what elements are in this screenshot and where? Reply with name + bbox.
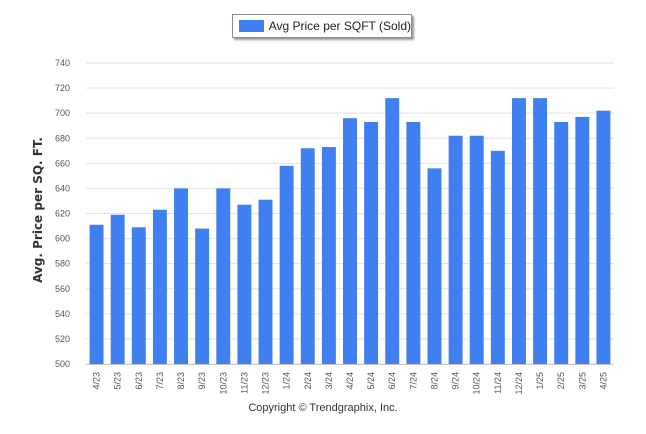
bar: [321, 147, 336, 364]
y-tick-label: 700: [55, 108, 70, 118]
y-tick-label: 560: [55, 284, 70, 294]
bar: [279, 165, 294, 364]
x-tick-label: 8/24: [429, 372, 439, 390]
x-tick-label: 9/23: [197, 372, 207, 390]
y-tick-label: 620: [55, 209, 70, 219]
y-tick-label: 660: [55, 158, 70, 168]
bar: [533, 98, 548, 364]
x-tick-label: 10/23: [218, 372, 228, 395]
copyright-credit: Copyright © Trendgraphix, Inc.: [248, 402, 398, 414]
y-tick-label: 740: [55, 58, 70, 68]
x-tick-labels: 4/23 5/23 6/23 7/23 8/23 9/23 10/23 11/23 12/23 1…: [92, 372, 609, 395]
bar: [237, 204, 252, 364]
x-tick-label: 7/23: [155, 372, 165, 390]
bar: [385, 98, 400, 364]
x-tick-label: 12/23: [261, 372, 271, 395]
bar: [152, 209, 167, 364]
y-tick-label: 680: [55, 133, 70, 143]
x-tick-label: 12/24: [514, 372, 524, 395]
bar: [406, 121, 421, 364]
x-tick-label: 11/24: [493, 372, 503, 394]
bar: [490, 150, 505, 364]
bar: [110, 214, 125, 364]
x-tick-label: 8/23: [176, 372, 186, 390]
x-tick-label: 1/24: [282, 372, 292, 390]
bar: [89, 224, 104, 364]
x-tick-label: 4/23: [92, 372, 102, 390]
x-tick-label: 6/23: [134, 372, 144, 390]
x-tick-label: 5/23: [113, 372, 123, 390]
x-tick-label: 2/25: [556, 372, 566, 390]
y-axis-label: Avg. Price per SQ. FT.: [31, 137, 45, 283]
x-tick-label: 7/24: [408, 372, 418, 390]
x-tick-label: 4/25: [598, 372, 608, 390]
bar: [554, 121, 569, 364]
x-tick-label: 2/24: [303, 372, 313, 390]
bar: [216, 188, 231, 364]
bar: [511, 98, 526, 364]
y-tick-label: 580: [55, 259, 70, 269]
bar: [427, 168, 442, 364]
bar: [131, 227, 146, 364]
x-tick-label: 1/25: [535, 372, 545, 390]
y-tick-label: 640: [55, 183, 70, 193]
x-tick-label: 9/24: [451, 372, 461, 390]
bar: [448, 135, 463, 364]
y-tick-label: 520: [55, 334, 70, 344]
bar: [195, 228, 210, 364]
x-tick-label: 3/24: [324, 372, 334, 390]
bar: [364, 121, 379, 364]
y-tick-label: 500: [55, 359, 70, 369]
y-tick-labels: 500 520 540 560 580 600 620 640 660 680 700 720 740: [55, 58, 70, 369]
bar: [469, 135, 484, 364]
bar: [300, 148, 315, 364]
x-tick-label: 10/24: [472, 372, 482, 395]
bar: [343, 118, 357, 364]
x-tick-label: 6/24: [387, 372, 397, 390]
bar: [596, 110, 611, 365]
y-tick-label: 600: [55, 234, 70, 244]
y-tick-label: 720: [55, 83, 70, 93]
legend: Avg Price per SQFT (Sold): [232, 14, 412, 38]
x-tick-label: 4/24: [345, 372, 355, 390]
x-tick-label: 11/23: [239, 372, 249, 394]
legend-swatch: [239, 20, 264, 32]
x-tick-label: 5/24: [366, 372, 376, 390]
legend-label: Avg Price per SQFT (Sold): [268, 19, 411, 33]
y-tick-label: 540: [55, 309, 70, 319]
bars: [89, 98, 611, 365]
bar: [258, 199, 273, 364]
bar: [575, 116, 590, 364]
bar: [174, 188, 189, 364]
x-tick-label: 3/25: [577, 372, 587, 390]
